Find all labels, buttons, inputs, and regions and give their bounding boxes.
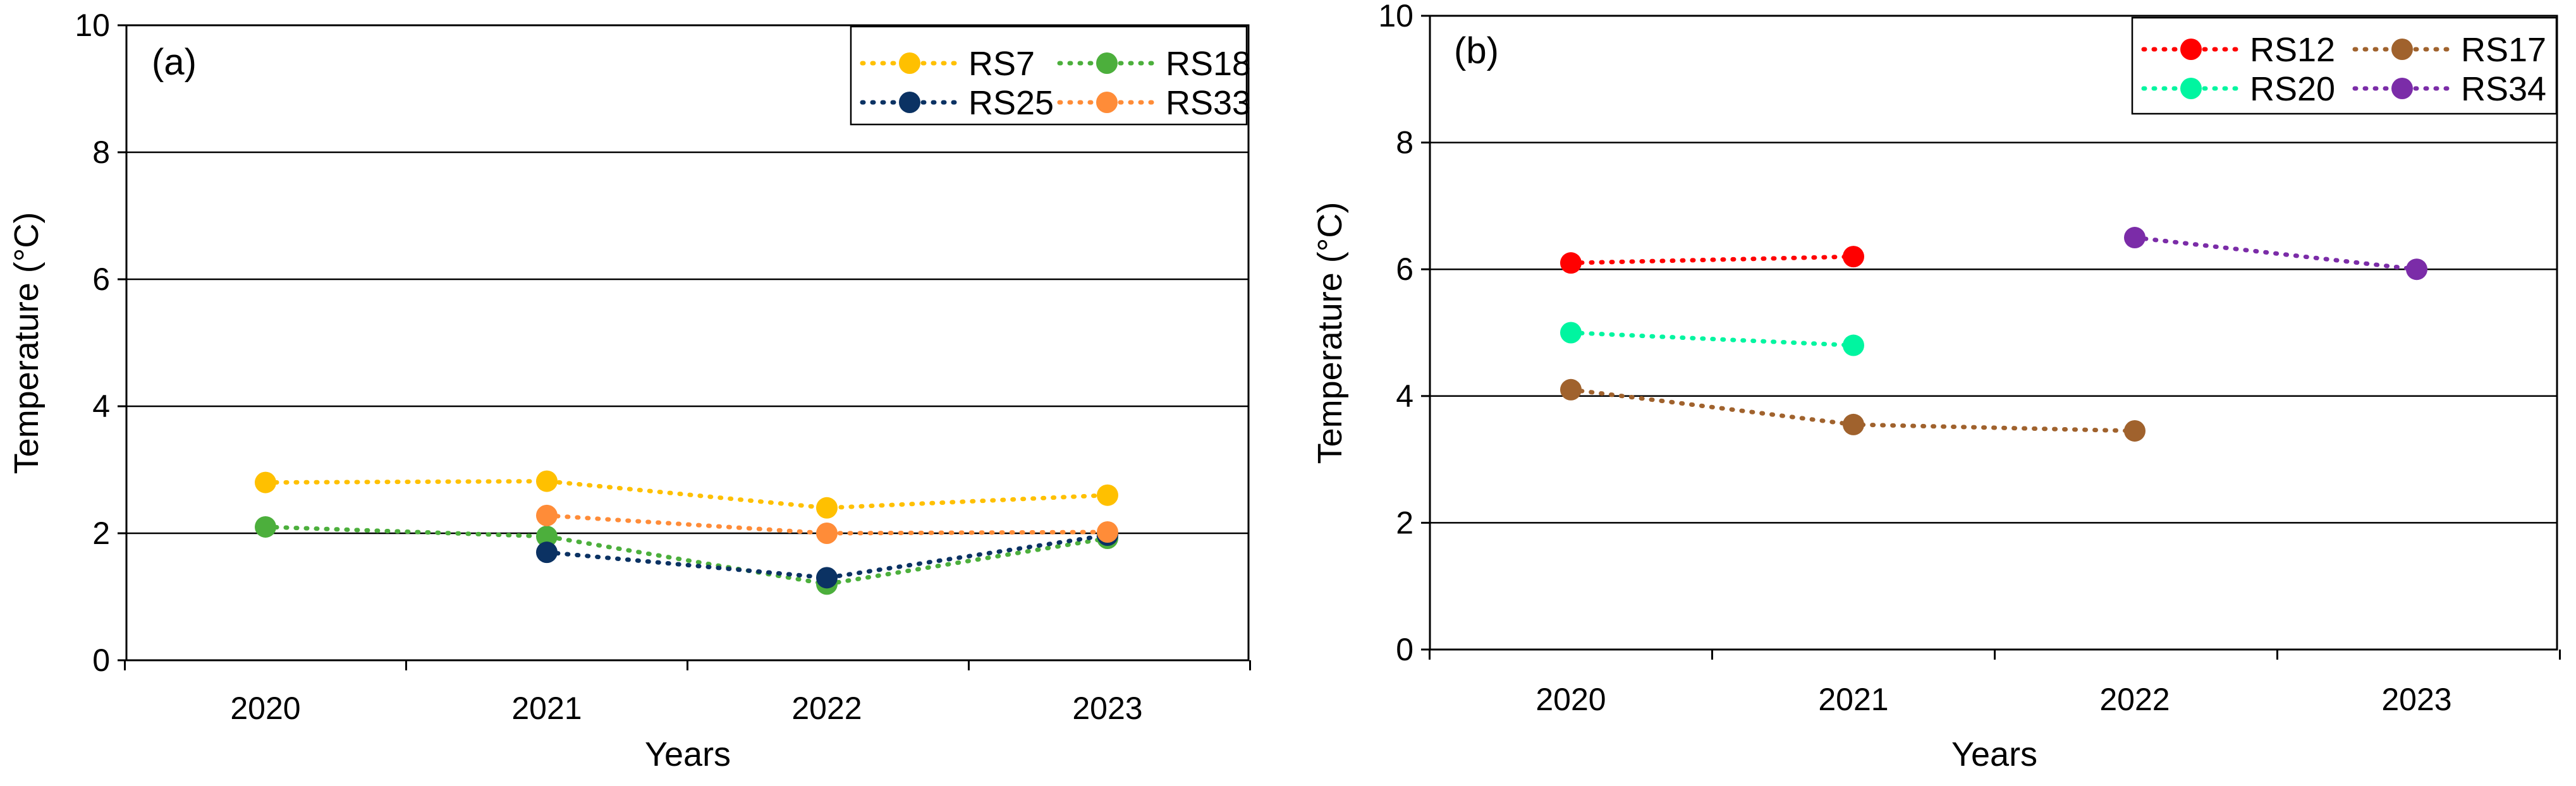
chart-b-legend-marker-rs12 [2180, 39, 2202, 60]
chart-b-legend-label-rs34: RS34 [2461, 70, 2546, 108]
chart-b-legend-label-rs12: RS12 [2250, 31, 2335, 69]
chart-a-series-line-rs7 [263, 479, 1110, 511]
chart-b-plot-area [1429, 15, 2558, 651]
chart-a-point-rs33-2021 [536, 504, 558, 526]
chart-a-panel-label: (a) [152, 42, 197, 83]
chart-b-ytick-label: 2 [1396, 505, 1413, 540]
chart-a-legend-label-rs7: RS7 [968, 45, 1035, 83]
chart-a-legend-marker-rs33 [1096, 92, 1118, 113]
chart-a-legend-marker-rs18 [1096, 52, 1118, 74]
chart-a-legend-label-rs33: RS33 [1166, 84, 1251, 122]
chart-b-point-rs20-2021 [1843, 334, 1864, 356]
chart-a-xtick-label: 2021 [511, 691, 582, 726]
chart-a-xtick-label: 2022 [791, 691, 862, 726]
chart-a-ytick-label: 0 [92, 643, 110, 678]
chart-b-panel-label: (b) [1454, 30, 1499, 71]
chart-b-point-rs34-2022 [2124, 227, 2146, 249]
chart-a-ytick-label: 8 [92, 135, 110, 170]
chart-a-point-rs18-2021 [536, 526, 558, 548]
chart-a-ytick-label: 6 [92, 262, 110, 297]
chart-a-point-rs25-2022 [816, 567, 838, 589]
chart-a-y-axis-label: Temperature (°C) [8, 212, 46, 475]
chart-b-point-rs20-2020 [1560, 322, 1582, 344]
chart-a-point-rs25-2021 [536, 541, 558, 564]
chart-a-legend-label-rs25: RS25 [968, 84, 1054, 122]
chart-b-series-line-rs34 [2132, 235, 2419, 272]
chart-b-xtick-label: 2022 [2099, 682, 2170, 717]
chart-a-point-rs18-2020 [255, 516, 276, 538]
chart-b-ytick-label: 8 [1396, 125, 1413, 160]
chart-b-legend-label-rs20: RS20 [2250, 70, 2335, 108]
chart-a-legend-marker-rs7 [899, 52, 920, 74]
chart-a-xtick-label: 2020 [230, 691, 300, 726]
chart-a-ytick-label: 10 [75, 8, 110, 43]
chart-a-x-axis-label: Years [645, 735, 731, 773]
chart-b-ytick-label: 6 [1396, 251, 1413, 287]
chart-a-plot-area [125, 24, 1250, 662]
chart-b-point-rs12-2021 [1843, 246, 1864, 268]
chart-a-xtick-label: 2023 [1072, 691, 1142, 726]
chart-b-legend-marker-rs34 [2391, 78, 2413, 99]
chart-b: 0 2 4 6 8 10 2020 2021 2022 2023 Years Temperature … [1311, 0, 2561, 773]
chart-b-series-line-rs20 [1568, 330, 1856, 348]
chart-a: 0 2 4 6 8 10 2020 2021 2022 2023 Years Temperature … [8, 8, 1251, 773]
chart-b-point-rs12-2020 [1560, 252, 1582, 274]
chart-b-point-rs17-2021 [1843, 413, 1864, 435]
chart-a-point-rs7-2023 [1097, 484, 1118, 506]
chart-b-legend-marker-rs20 [2180, 78, 2202, 99]
chart-b-xtick-label: 2021 [1818, 682, 1888, 717]
chart-a-legend-marker-rs25 [899, 92, 920, 113]
chart-a-legend-label-rs18: RS18 [1166, 45, 1251, 83]
chart-a-series-line-rs18 [263, 524, 1110, 586]
chart-b-point-rs34-2023 [2406, 258, 2427, 281]
chart-b-legend-box [2131, 16, 2558, 115]
chart-b-point-rs17-2022 [2124, 420, 2146, 442]
chart-b-y-axis-label: Temperature (°C) [1311, 202, 1349, 464]
chart-b-xtick-label: 2023 [2381, 682, 2451, 717]
chart-a-ytick-label: 2 [92, 516, 110, 551]
chart-a-point-rs33-2022 [816, 523, 838, 544]
chart-a-ytick-label: 4 [92, 389, 110, 424]
chart-b-series-line-rs12 [1568, 254, 1856, 265]
chart-a-point-rs7-2020 [255, 471, 276, 493]
chart-a-point-rs7-2021 [536, 470, 558, 492]
chart-b-ytick-label: 10 [1378, 0, 1413, 33]
chart-b-point-rs17-2020 [1560, 378, 1582, 401]
chart-b-ytick-label: 4 [1396, 378, 1413, 414]
chart-a-point-rs33-2023 [1097, 521, 1118, 543]
chart-a-point-rs7-2022 [816, 497, 838, 519]
chart-b-xtick-label: 2020 [1535, 682, 1606, 717]
chart-b-x-axis-label: Years [1951, 735, 2037, 773]
chart-b-legend-label-rs17: RS17 [2461, 31, 2546, 69]
chart-a-series-line-rs33 [544, 513, 1110, 536]
chart-b-ytick-label: 0 [1396, 632, 1413, 667]
chart-b-legend-marker-rs17 [2391, 39, 2413, 60]
